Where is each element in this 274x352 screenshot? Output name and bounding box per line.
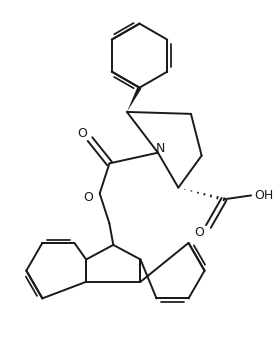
Text: OH: OH (254, 189, 273, 202)
Text: O: O (77, 127, 87, 140)
Text: O: O (194, 226, 204, 239)
Text: O: O (83, 191, 93, 204)
Text: N: N (156, 142, 165, 155)
Polygon shape (127, 87, 141, 112)
